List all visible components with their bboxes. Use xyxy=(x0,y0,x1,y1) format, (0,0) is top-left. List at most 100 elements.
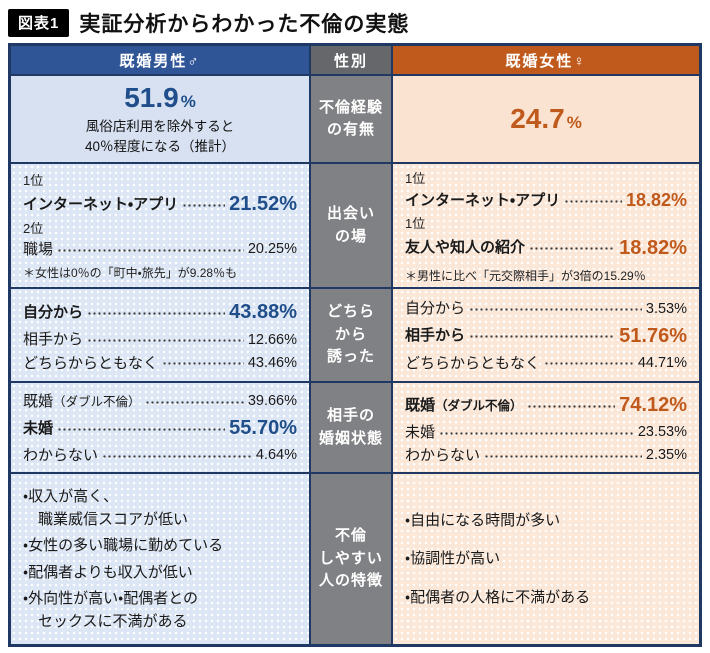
dot-leader xyxy=(564,193,622,209)
stat-line: 職場 20.25% xyxy=(23,238,297,261)
stat-line: インターネット・アプリ 21.52% xyxy=(23,189,297,220)
stat-label: 自分から xyxy=(405,300,466,318)
feature-item: ・外向性が高い・配偶者との セックスに不満がある xyxy=(23,589,199,630)
dot-leader xyxy=(544,355,634,371)
rank-label: 2位 xyxy=(23,221,44,237)
stat-line: 友人や知人の紹介 18.82% xyxy=(405,233,687,264)
men-experience-cell: 51.9% 風俗店利用を除外すると 40％程度になる（推計） xyxy=(11,76,311,164)
men-experience-value: 51.9% xyxy=(124,81,196,115)
stat-label: どちらからともなく xyxy=(405,354,541,372)
feature-item: ・配偶者の人格に不満がある xyxy=(405,588,591,606)
dot-leader xyxy=(484,448,642,464)
stat-label: わからない xyxy=(23,447,99,464)
stat-label: 職場 xyxy=(23,240,54,258)
dot-leader xyxy=(87,332,244,348)
row-label-features: 不倫 しやすい 人の特徴 xyxy=(311,474,393,644)
dot-leader xyxy=(182,197,226,213)
stat-value: 18.82% xyxy=(625,190,687,211)
stat-line: 既婚（ダブル不倫） 74.12% xyxy=(405,390,687,421)
stat-value: 23.53% xyxy=(637,424,687,441)
men-experience-note: 風俗店利用を除外すると 40％程度になる（推計） xyxy=(84,118,236,154)
row-label-marital: 相手の 婚姻状態 xyxy=(311,383,393,474)
page-title: 実証分析からわかった不倫の実態 xyxy=(79,13,410,36)
stat-value: 43.88% xyxy=(229,301,297,324)
dot-leader xyxy=(57,242,244,258)
rank-label: 1位 xyxy=(23,172,44,188)
stat-label: 既婚（ダブル不倫） xyxy=(405,394,523,417)
women-features-cell: ・自由になる時間が多い ・協調性が高い ・配偶者の人格に不満がある xyxy=(393,474,699,644)
men-marital-cell: 既婚（ダブル不倫） 39.66% 未婚 55.70% わからない 4.64% xyxy=(11,383,311,474)
stat-label-sub: （ダブル不倫） xyxy=(435,398,523,413)
stat-line: どちらからともなく 44.71% xyxy=(405,352,687,375)
column-header-men: 既婚男性♂ xyxy=(11,46,311,76)
dot-leader xyxy=(87,305,226,321)
stat-value: 51.76% xyxy=(619,324,687,347)
feature-item: ・女性の多い職場に勤めている xyxy=(23,537,224,555)
stat-label: インターネット・アプリ xyxy=(405,192,561,210)
dot-leader xyxy=(439,424,634,440)
footnote: ＊男性に比べ「元交際相手」が3倍の15.29％ xyxy=(405,268,646,283)
women-meeting-cell: 1位 インターネット・アプリ 18.82% 1位 友人や知人の紹介 18.82%… xyxy=(393,164,699,289)
stat-value: 18.82% xyxy=(619,236,687,259)
dot-leader xyxy=(102,448,252,464)
stat-value: 74.12% xyxy=(619,393,687,416)
stat-value: 43.46% xyxy=(247,354,297,371)
value-number: 24.7 xyxy=(510,103,565,135)
stat-value: 2.35% xyxy=(645,447,687,464)
stat-label: 相手から xyxy=(23,331,84,349)
dot-leader xyxy=(144,393,244,409)
stat-label: 既婚（ダブル不倫） xyxy=(23,390,141,413)
stat-line: どちらからともなく 43.46% xyxy=(23,352,297,375)
rank-label: 1位 xyxy=(405,170,426,186)
stat-label: わからない xyxy=(405,447,481,464)
rank-label: 1位 xyxy=(405,215,426,231)
column-header-gender: 性別 xyxy=(311,46,393,76)
stat-label: インターネット・アプリ xyxy=(23,196,179,214)
stat-label: 未婚 xyxy=(405,423,436,441)
stat-line: 自分から 3.53% xyxy=(405,297,687,320)
dot-leader xyxy=(162,355,244,371)
column-header-women: 既婚女性♀ xyxy=(393,46,699,76)
percent-sign: % xyxy=(566,113,582,133)
stat-value: 55.70% xyxy=(229,417,297,439)
stat-line: 既婚（ダブル不倫） 39.66% xyxy=(23,390,297,413)
stat-label-main: 既婚 xyxy=(23,392,54,410)
figure-tag: 図表1 xyxy=(8,9,70,37)
stat-line: 自分から 43.88% xyxy=(23,297,297,328)
stat-label: 未婚 xyxy=(23,419,54,437)
stat-label: 相手から xyxy=(405,327,466,345)
stat-value: 12.66% xyxy=(247,331,297,348)
row-label-initiator: どちら から 誘った xyxy=(311,289,393,383)
stat-value: 39.66% xyxy=(247,393,297,410)
women-initiator-cell: 自分から 3.53% 相手から 51.76% どちらからともなく 44.71% xyxy=(393,289,699,383)
stat-label: 友人や知人の紹介 xyxy=(405,239,526,257)
feature-item: ・自由になる時間が多い xyxy=(405,512,561,530)
men-features-cell: ・収入が高く、 職業威信スコアが低い ・女性の多い職場に勤めている ・配偶者より… xyxy=(11,474,311,644)
men-initiator-cell: 自分から 43.88% 相手から 12.66% どちらからともなく 43.46% xyxy=(11,289,311,383)
stat-label-sub: （ダブル不倫） xyxy=(53,394,141,409)
footnote: ＊女性は0％の「町中・旅先」が9.28％も xyxy=(23,266,238,281)
stat-line: わからない 4.64% xyxy=(23,444,297,467)
dot-leader xyxy=(529,240,616,256)
value-number: 51.9 xyxy=(124,81,179,113)
stat-line: インターネット・アプリ 18.82% xyxy=(405,187,687,215)
percent-sign: % xyxy=(180,91,196,111)
dot-leader xyxy=(526,397,616,413)
women-marital-cell: 既婚（ダブル不倫） 74.12% 未婚 23.53% わからない 2.35% xyxy=(393,383,699,474)
dot-leader xyxy=(469,328,616,344)
stat-line: 未婚 23.53% xyxy=(405,421,687,444)
title-bar: 図表1 実証分析からわかった不倫の実態 xyxy=(8,8,702,38)
feature-item: ・収入が高く、 職業威信スコアが低い xyxy=(23,487,189,528)
dot-leader xyxy=(57,421,226,436)
stat-line: 相手から 12.66% xyxy=(23,328,297,351)
stat-label: どちらからともなく xyxy=(23,354,159,372)
stat-line: 未婚 55.70% xyxy=(23,413,297,444)
stat-value: 3.53% xyxy=(645,300,687,317)
stat-line: 相手から 51.76% xyxy=(405,321,687,352)
feature-item: ・協調性が高い xyxy=(405,550,501,568)
stat-label-main: 既婚 xyxy=(405,396,436,414)
women-experience-value: 24.7% xyxy=(510,102,582,136)
women-experience-cell: 24.7% xyxy=(393,76,699,164)
feature-item: ・配偶者よりも収入が低い xyxy=(23,563,193,581)
